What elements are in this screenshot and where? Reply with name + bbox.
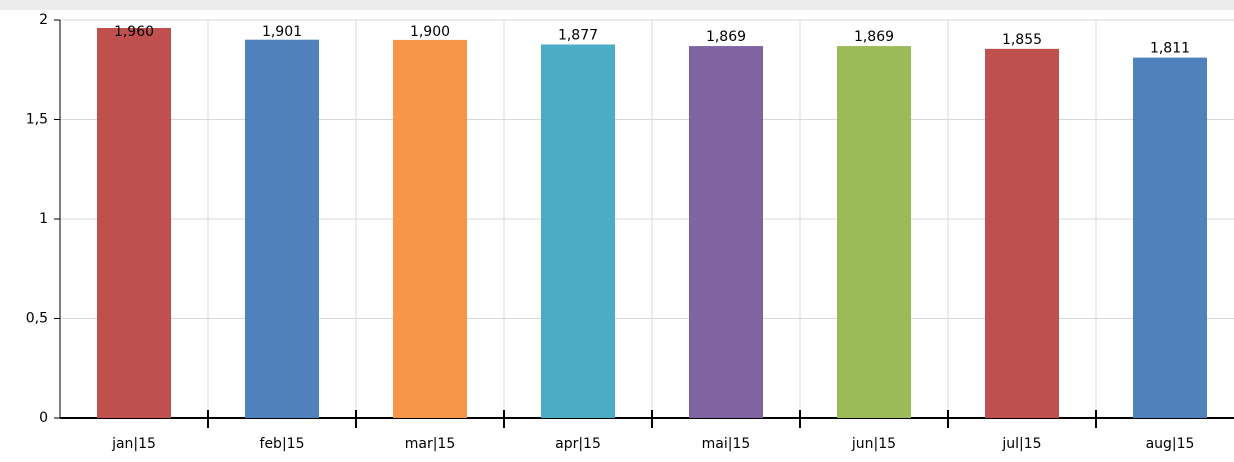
top-strip bbox=[0, 0, 1234, 10]
bar bbox=[541, 44, 615, 419]
x-tick-label: feb|15 bbox=[260, 436, 305, 452]
bar bbox=[837, 46, 911, 418]
y-tick-label: 0 bbox=[39, 410, 48, 426]
x-tick-label: jul|15 bbox=[1001, 436, 1041, 452]
y-tick-label: 1 bbox=[39, 211, 48, 227]
value-label: 1,960 bbox=[114, 24, 154, 40]
x-tick-label: aug|15 bbox=[1146, 436, 1195, 452]
bar bbox=[1133, 57, 1207, 419]
x-tick-label: mai|15 bbox=[702, 436, 751, 452]
x-tick-label: mar|15 bbox=[405, 436, 456, 452]
value-label: 1,900 bbox=[410, 24, 450, 40]
bar bbox=[245, 39, 319, 419]
value-label: 1,811 bbox=[1150, 41, 1190, 57]
bar bbox=[689, 46, 763, 418]
value-label: 1,877 bbox=[558, 27, 598, 43]
value-label: 1,901 bbox=[262, 24, 302, 40]
y-tick-label: 1,5 bbox=[26, 112, 48, 128]
x-tick-label: jun|15 bbox=[851, 436, 896, 452]
bar bbox=[97, 27, 171, 419]
value-label: 1,869 bbox=[854, 29, 894, 45]
x-tick-label: jan|15 bbox=[111, 436, 156, 452]
value-label: 1,869 bbox=[706, 29, 746, 45]
bar bbox=[985, 48, 1059, 418]
value-label: 1,855 bbox=[1002, 32, 1042, 48]
y-tick-label: 0,5 bbox=[26, 311, 48, 327]
x-tick-label: apr|15 bbox=[555, 436, 601, 452]
y-tick-label: 2 bbox=[39, 12, 48, 28]
bar bbox=[393, 39, 467, 419]
